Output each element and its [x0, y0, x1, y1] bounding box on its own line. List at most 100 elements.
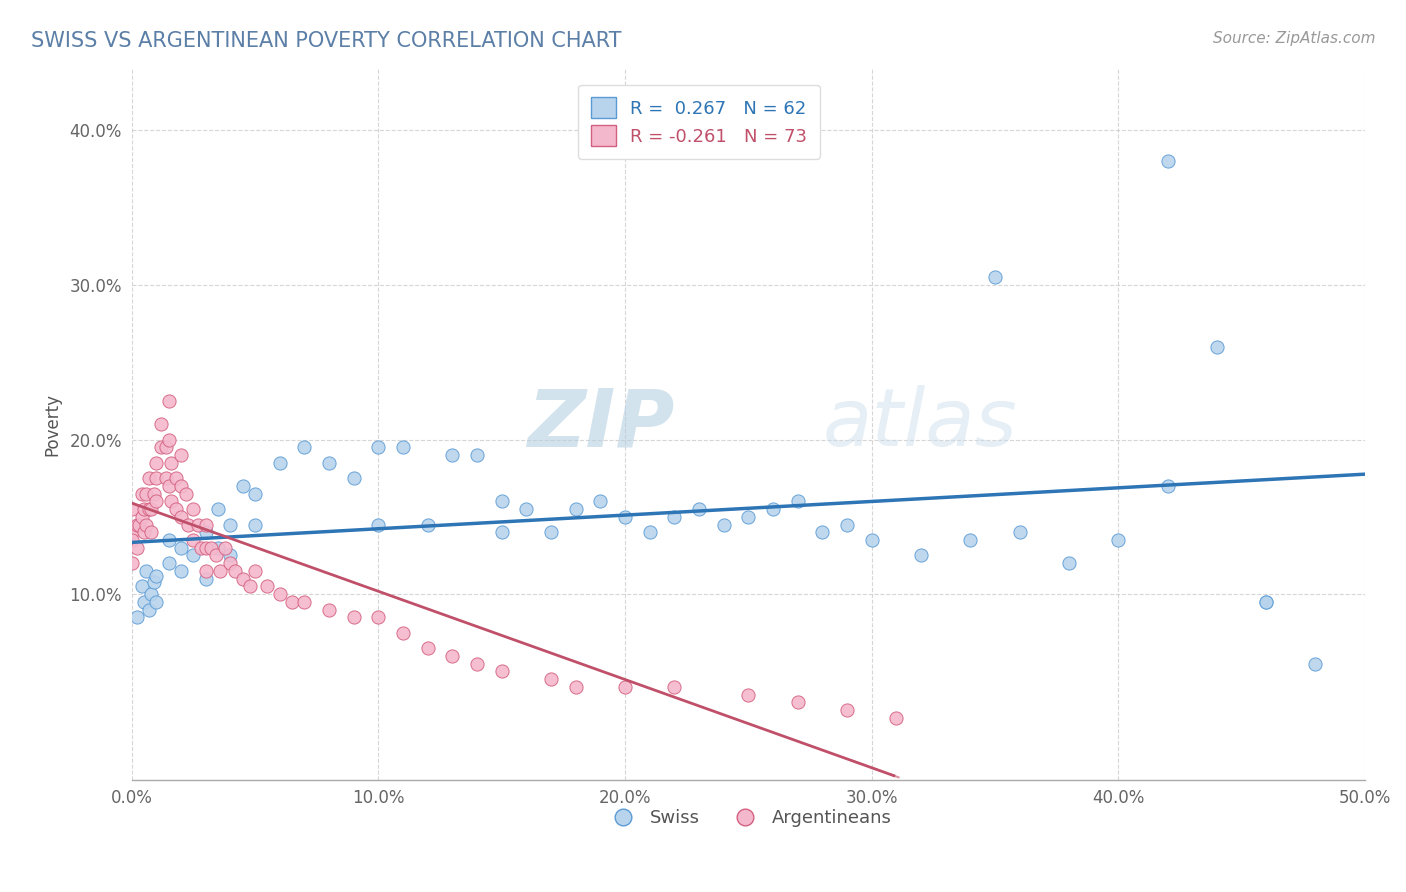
Point	[367, 440, 389, 454]
Point	[465, 657, 488, 671]
Point	[256, 579, 278, 593]
Point	[121, 533, 143, 547]
Point	[232, 479, 254, 493]
Point	[155, 440, 177, 454]
Point	[138, 502, 160, 516]
Point	[183, 502, 205, 516]
Point	[243, 564, 266, 578]
Point	[269, 587, 291, 601]
Point	[157, 556, 180, 570]
Point	[219, 556, 242, 570]
Point	[318, 456, 340, 470]
Point	[170, 564, 193, 578]
Point	[121, 502, 143, 516]
Point	[664, 509, 686, 524]
Point	[786, 494, 808, 508]
Point	[281, 595, 304, 609]
Point	[441, 448, 464, 462]
Point	[367, 517, 389, 532]
Point	[416, 641, 439, 656]
Point	[194, 564, 217, 578]
Point	[194, 541, 217, 555]
Point	[150, 440, 173, 454]
Point	[416, 517, 439, 532]
Point	[194, 517, 217, 532]
Point	[187, 517, 209, 532]
Point	[232, 572, 254, 586]
Point	[138, 602, 160, 616]
Point	[762, 502, 785, 516]
Point	[292, 595, 315, 609]
Legend: Swiss, Argentineans: Swiss, Argentineans	[598, 802, 898, 835]
Point	[157, 393, 180, 408]
Point	[491, 665, 513, 679]
Point	[125, 610, 148, 624]
Y-axis label: Poverty: Poverty	[44, 392, 60, 456]
Point	[135, 486, 157, 500]
Point	[214, 541, 236, 555]
Point	[132, 525, 155, 540]
Point	[613, 509, 636, 524]
Point	[589, 494, 612, 508]
Point	[318, 602, 340, 616]
Point	[959, 533, 981, 547]
Point	[1008, 525, 1031, 540]
Point	[125, 517, 148, 532]
Point	[157, 433, 180, 447]
Text: Source: ZipAtlas.com: Source: ZipAtlas.com	[1212, 31, 1375, 46]
Point	[141, 587, 163, 601]
Point	[200, 541, 222, 555]
Point	[160, 494, 183, 508]
Point	[207, 502, 229, 516]
Point	[343, 610, 366, 624]
Point	[737, 688, 759, 702]
Text: ZIP: ZIP	[527, 385, 675, 463]
Point	[145, 494, 167, 508]
Point	[713, 517, 735, 532]
Point	[664, 680, 686, 694]
Point	[688, 502, 710, 516]
Point	[860, 533, 883, 547]
Point	[465, 448, 488, 462]
Point	[613, 680, 636, 694]
Point	[157, 479, 180, 493]
Point	[239, 579, 262, 593]
Point	[170, 541, 193, 555]
Point	[1256, 595, 1278, 609]
Point	[564, 680, 586, 694]
Point	[243, 486, 266, 500]
Point	[132, 502, 155, 516]
Point	[269, 456, 291, 470]
Point	[165, 502, 187, 516]
Point	[243, 517, 266, 532]
Point	[165, 471, 187, 485]
Point	[540, 672, 562, 686]
Point	[155, 471, 177, 485]
Point	[1256, 595, 1278, 609]
Point	[138, 471, 160, 485]
Point	[564, 502, 586, 516]
Point	[491, 494, 513, 508]
Point	[160, 456, 183, 470]
Point	[170, 479, 193, 493]
Point	[209, 564, 232, 578]
Point	[142, 486, 165, 500]
Point	[132, 595, 155, 609]
Point	[392, 625, 415, 640]
Point	[1107, 533, 1129, 547]
Point	[219, 549, 242, 563]
Point	[367, 610, 389, 624]
Point	[515, 502, 537, 516]
Point	[392, 440, 415, 454]
Point	[128, 517, 150, 532]
Point	[1057, 556, 1080, 570]
Point	[224, 564, 246, 578]
Point	[811, 525, 834, 540]
Point	[131, 579, 153, 593]
Point	[1156, 479, 1178, 493]
Point	[177, 517, 200, 532]
Point	[204, 549, 226, 563]
Point	[1205, 340, 1227, 354]
Point	[219, 517, 242, 532]
Point	[145, 568, 167, 582]
